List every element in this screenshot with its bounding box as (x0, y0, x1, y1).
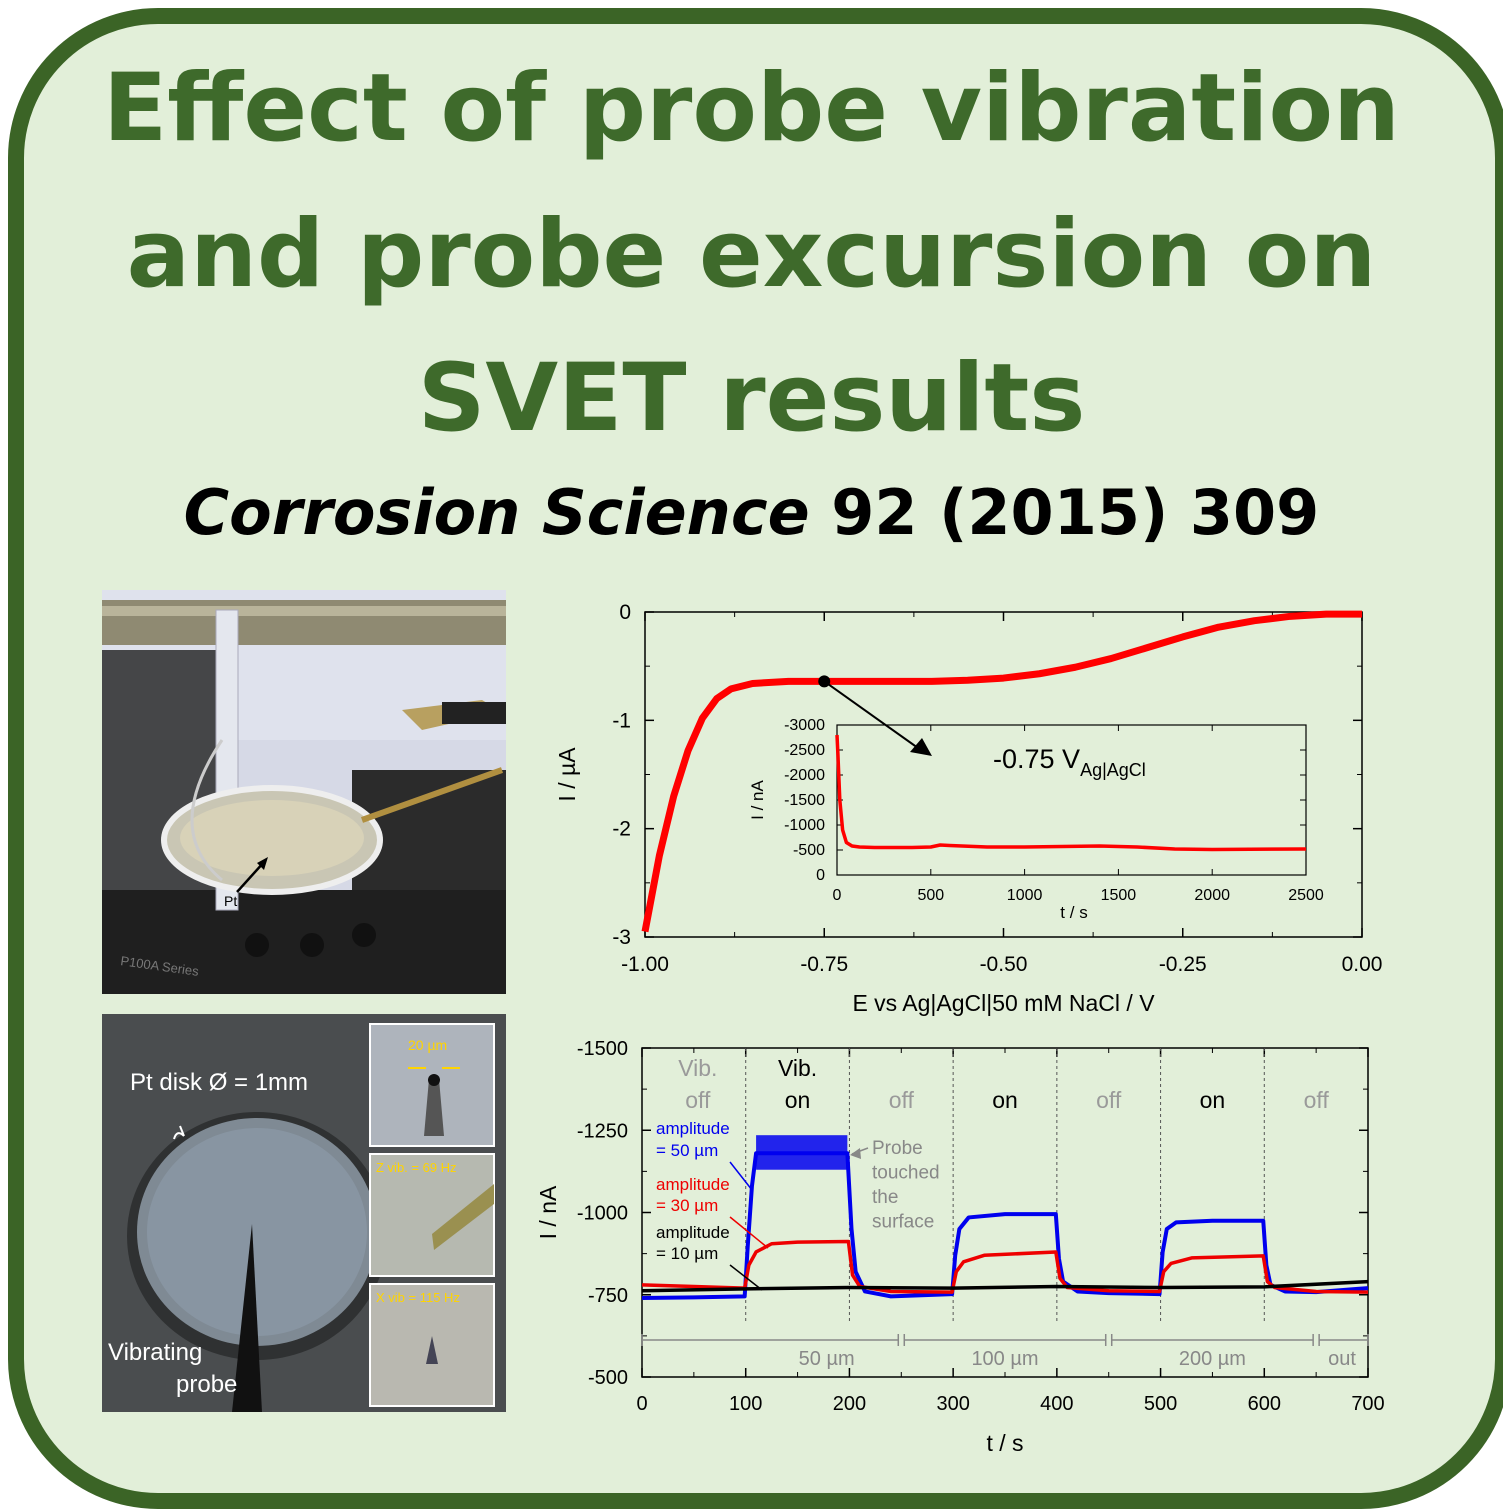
phase-label-top: Vib. (678, 1055, 717, 1081)
inset-x-tick-label: 2000 (1194, 887, 1230, 904)
y-axis-label: I / µA (554, 747, 580, 802)
y-tick-label: -2 (612, 818, 631, 841)
x-tick-label: 700 (1351, 1393, 1384, 1415)
phase-label-top: Vib. (778, 1055, 817, 1081)
phase-label: off (889, 1087, 915, 1113)
x-tick-label: 100 (729, 1393, 762, 1415)
y-tick-label: -1250 (577, 1120, 628, 1142)
phase-label: off (685, 1087, 711, 1113)
x-tick-label: -0.25 (1159, 953, 1207, 976)
y-axis-label: I / nA (535, 1185, 561, 1239)
series-label-value: = 10 µm (656, 1244, 718, 1263)
y-tick-label: -1000 (577, 1203, 628, 1225)
setup-photo: Pt P100A Series (102, 590, 506, 994)
x-tick-label: 0 (636, 1393, 647, 1415)
inset-x-tick-label: 0 (833, 887, 842, 904)
touch-annotation: surface (872, 1212, 934, 1233)
y-tick-label: -3 (612, 926, 631, 949)
x-axis-label: E vs Ag|AgCl|50 mM NaCl / V (852, 990, 1155, 1016)
vibrating-probe-label: Vibrating (108, 1339, 202, 1366)
vibration-chart: 0 100 200 300 400 500 600 700 -1500 -1250 -1000 -75… (535, 1038, 1385, 1456)
voltammogram-line (641, 610, 1362, 933)
vibrating-probe-label-2: probe (176, 1371, 237, 1398)
series-label-value: = 30 µm (656, 1196, 718, 1215)
annotation-arrowhead (910, 738, 932, 756)
inset-z-vibration: Z vib. = 69 Hz (369, 1153, 495, 1277)
y-tick-label: -750 (588, 1285, 628, 1307)
y-tick-label: -1500 (577, 1038, 628, 1060)
title-line-2: and probe excursion on (126, 200, 1377, 309)
inset-y-tick-label: -2500 (784, 742, 825, 759)
x-tick-label: 200 (833, 1393, 866, 1415)
annotation-arrow (823, 680, 919, 749)
citation-ref: 92 (2015) 309 (831, 476, 1320, 549)
series-line (641, 1279, 1369, 1293)
inset-y-tick-label: 0 (816, 867, 825, 884)
excursion-label: 200 µm (1179, 1348, 1246, 1370)
inset-x-tick-label: 1500 (1101, 887, 1137, 904)
phase-label: off (1096, 1087, 1122, 1113)
x-tick-label: 0.00 (1342, 953, 1383, 976)
touch-annotation: Probe (872, 1138, 923, 1159)
pt-label: Pt (224, 893, 237, 909)
series-label-leader (729, 1216, 769, 1249)
x-tick-label: 400 (1040, 1393, 1073, 1415)
title-line-1: Effect of probe vibration (103, 54, 1400, 163)
x-tick-label: 600 (1248, 1393, 1281, 1415)
inset-tip-size: 20 µm (408, 1037, 447, 1053)
touch-arrowhead (850, 1148, 861, 1159)
potential-annotation: -0.75 VAg|AgCl (993, 744, 1146, 780)
citation: Corrosion Science 92 (2015) 309 (0, 476, 1503, 549)
inset-chronoamperogram-line (835, 734, 1307, 852)
series-label: amplitude (656, 1223, 730, 1242)
series-label: amplitude (656, 1119, 730, 1138)
series-line (641, 1239, 1369, 1294)
touch-annotation: touched (872, 1163, 940, 1184)
probe-photo: Pt disk Ø = 1mm Vibrating probe 20 µm Z … (102, 1014, 506, 1412)
series-line (641, 1151, 1369, 1301)
pt-disk-label: Pt disk Ø = 1mm (130, 1069, 308, 1096)
x-tick-label: 300 (936, 1393, 969, 1415)
excursion-label: 100 µm (971, 1348, 1038, 1370)
inset-x-tick-label: 2500 (1288, 887, 1324, 904)
phase-label: on (992, 1087, 1018, 1113)
inset-y-tick-label: -1000 (784, 817, 825, 834)
series-label-leader (729, 1264, 763, 1291)
vibration-noise-band (756, 1135, 848, 1170)
phase-label: on (785, 1087, 811, 1113)
inset-y-tick-label: -1500 (784, 792, 825, 809)
inset-x-axis-label: t / s (1060, 903, 1087, 922)
title-line-3: SVET results (417, 344, 1086, 453)
series-label-leader (729, 1161, 753, 1191)
citation-journal: Corrosion Science (183, 476, 810, 549)
excursion-label: 50 µm (799, 1348, 855, 1370)
excursion-label: out (1328, 1348, 1356, 1370)
inset-y-tick-label: -500 (793, 842, 825, 859)
plot-frame (644, 611, 1363, 938)
voltammogram-chart: -1.00 -0.75 -0.50 -0.25 0.00 0 -1 -2 -3 E vs Ag|A… (554, 601, 1382, 1016)
x-tick-label: -0.50 (980, 953, 1028, 976)
inset-x-tick-label: 1000 (1007, 887, 1043, 904)
phase-label: off (1304, 1087, 1330, 1113)
x-axis-label: t / s (986, 1430, 1023, 1456)
phase-label: on (1200, 1087, 1226, 1113)
inset-z-label: Z vib. = 69 Hz (376, 1160, 457, 1175)
series-label: amplitude (656, 1175, 730, 1194)
x-tick-label: 500 (1144, 1393, 1177, 1415)
x-tick-label: -1.00 (621, 953, 669, 976)
inset-x-vibration: X vib = 115 Hz (369, 1283, 495, 1407)
x-tick-label: -0.75 (800, 953, 848, 976)
series-label-value: = 50 µm (656, 1141, 718, 1160)
inset-y-tick-label: -3000 (784, 717, 825, 734)
inset-probe-tip: 20 µm (369, 1023, 495, 1147)
touch-annotation: the (872, 1187, 898, 1208)
inset-x-tick-label: 500 (917, 887, 944, 904)
inset-y-tick-label: -2000 (784, 767, 825, 784)
y-tick-label: -500 (588, 1367, 628, 1389)
y-tick-label: -1 (612, 709, 631, 732)
inset-y-axis-label: I / nA (748, 779, 767, 819)
y-tick-label: 0 (619, 601, 631, 624)
inset-x-label: X vib = 115 Hz (376, 1290, 460, 1305)
